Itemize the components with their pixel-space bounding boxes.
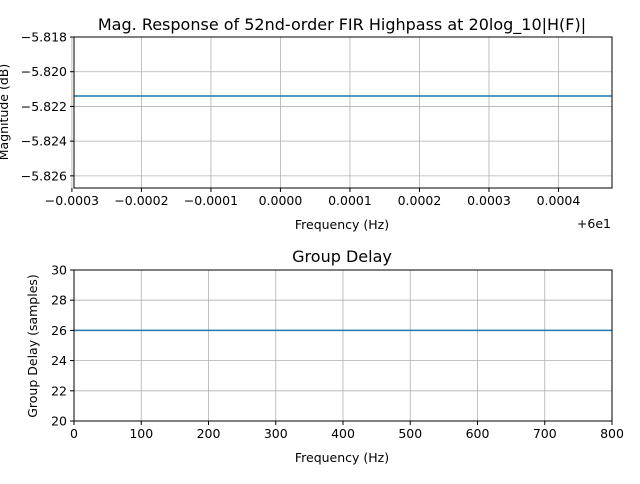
group-delay-x-tick-label: 300 — [264, 426, 288, 441]
magnitude-x-ticks: −0.0003 −0.0002 −0.0001 0.0000 0.0001 0.0002 0… — [45, 188, 581, 208]
group-delay-y-tick-label: 22 — [51, 383, 67, 398]
magnitude-y-tick-label: −5.820 — [21, 64, 67, 79]
magnitude-plot-title: Mag. Response of 52nd-order FIR Highpass… — [98, 15, 586, 35]
group-delay-x-tick-label: 600 — [466, 426, 490, 441]
magnitude-x-tick-label: 0.0000 — [259, 193, 303, 208]
group-delay-y-tick-label: 28 — [51, 293, 67, 308]
group-delay-x-label: Frequency (Hz) — [295, 450, 389, 465]
magnitude-x-tick-label: 0.0003 — [467, 193, 511, 208]
magnitude-x-label: Frequency (Hz) — [295, 217, 389, 232]
magnitude-y-tick-label: −5.826 — [21, 168, 67, 183]
group-delay-x-tick-label: 100 — [129, 426, 153, 441]
magnitude-y-label: Magnitude (dB) — [0, 64, 11, 160]
group-delay-x-tick-label: 200 — [197, 426, 221, 441]
group-delay-x-tick-label: 700 — [533, 426, 557, 441]
magnitude-y-tick-label: −5.822 — [21, 99, 67, 114]
group-delay-y-label: Group Delay (samples) — [25, 274, 40, 418]
group-delay-title: Group Delay — [292, 247, 392, 266]
magnitude-grid — [71, 36, 612, 188]
group-delay-y-tick-label: 20 — [51, 414, 67, 429]
group-delay-y-tick-label: 24 — [51, 353, 67, 368]
magnitude-y-tick-label: −5.818 — [21, 30, 67, 45]
magnitude-x-tick-label: −0.0002 — [114, 193, 168, 208]
magnitude-x-tick-label: 0.0001 — [328, 193, 372, 208]
group-delay-grid — [73, 269, 613, 422]
group-delay-y-ticks: 20 22 24 26 28 30 — [51, 263, 74, 429]
magnitude-y-tick-label: −5.824 — [21, 134, 67, 149]
magnitude-x-tick-label: −0.0001 — [184, 193, 238, 208]
group-delay-x-tick-label: 500 — [398, 426, 422, 441]
magnitude-response-plot: Mag. Response of 52nd-order FIR Highpass… — [0, 15, 613, 232]
magnitude-x-tick-label: −0.0003 — [45, 193, 99, 208]
magnitude-x-tick-label: 0.0002 — [398, 193, 442, 208]
group-delay-x-ticks: 0 100 200 300 400 500 600 700 800 — [70, 421, 624, 441]
group-delay-x-tick-label: 0 — [70, 426, 78, 441]
magnitude-axes-frame — [73, 36, 613, 189]
group-delay-y-tick-label: 26 — [51, 323, 67, 338]
magnitude-y-ticks: −5.826 −5.824 −5.822 −5.820 −5.818 — [21, 30, 74, 183]
group-delay-x-tick-label: 800 — [600, 426, 624, 441]
magnitude-x-tick-label: 0.0004 — [537, 193, 581, 208]
magnitude-x-offset: +6e1 — [577, 216, 611, 231]
group-delay-x-tick-label: 400 — [331, 426, 355, 441]
group-delay-plot: Group Delay 0 100 200 300 400 500 600 700 800 20… — [25, 247, 624, 465]
group-delay-y-tick-label: 30 — [51, 263, 67, 278]
